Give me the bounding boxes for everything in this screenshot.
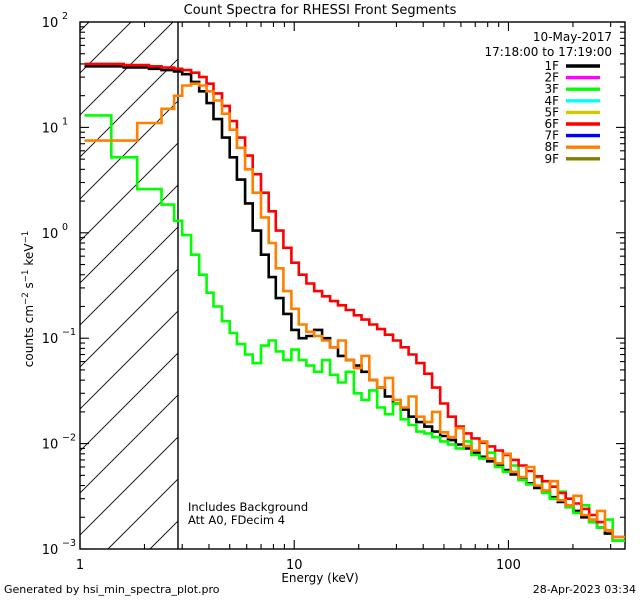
axis-ticks: [79, 21, 625, 550]
y-tick-label: 10 −1: [42, 327, 76, 347]
y-tick-label: 10 1: [42, 116, 68, 136]
svg-text:−2: −2: [62, 433, 76, 444]
svg-text:10: 10: [42, 227, 59, 242]
legend-label-7f: 7F: [544, 129, 559, 143]
x-tick-label: 1: [76, 558, 84, 573]
legend-label-6f: 6F: [544, 117, 559, 131]
legend-label-5f: 5F: [544, 105, 559, 119]
svg-text:−3: −3: [62, 538, 76, 549]
x-axis-tick-labels: 1 10 100: [76, 558, 521, 573]
legend-label-9f: 9F: [544, 152, 559, 166]
svg-text:10: 10: [42, 332, 59, 347]
legend-label-1f: 1F: [544, 59, 559, 73]
x-axis-label: Energy (keV): [281, 571, 359, 585]
legend-label-4f: 4F: [544, 94, 559, 108]
y-tick-label: 10 −2: [42, 433, 76, 453]
plot-frame: [79, 21, 626, 550]
svg-text:1: 1: [62, 116, 68, 127]
y-tick-label: 10 2: [42, 11, 68, 31]
svg-text:10: 10: [42, 121, 59, 136]
footer-generator: Generated by hsi_min_spectra_plot.pro: [4, 583, 220, 596]
svg-text:10: 10: [42, 543, 59, 558]
page-title: Count Spectra for RHESSI Front Segments: [183, 3, 457, 18]
y-tick-label: 10 −3: [42, 538, 76, 558]
x-tick-label: 100: [496, 558, 521, 573]
series-line-8f: [84, 82, 625, 539]
legend-label-3f: 3F: [544, 82, 559, 96]
svg-text:−1: −1: [62, 327, 76, 338]
observation-time-range: 17:18:00 to 17:19:00: [484, 45, 612, 59]
svg-text:10: 10: [42, 16, 59, 31]
series-line-3f: [84, 114, 625, 542]
data-series-group: [84, 62, 625, 542]
footer-timestamp: 28-Apr-2023 03:34: [532, 583, 636, 596]
svg-text:2: 2: [62, 11, 68, 22]
y-tick-label: 10 0: [42, 222, 68, 242]
svg-text:0: 0: [62, 222, 68, 233]
svg-text:10: 10: [42, 438, 59, 453]
legend-label-8f: 8F: [544, 140, 559, 154]
x-tick-label: 10: [286, 558, 303, 573]
observation-date: 10-May-2017: [532, 30, 612, 44]
annotation-attenuator-state: Att A0, FDecim 4: [188, 513, 286, 527]
annotation-includes-background: Includes Background: [188, 500, 309, 514]
legend-label-2f: 2F: [544, 71, 559, 85]
